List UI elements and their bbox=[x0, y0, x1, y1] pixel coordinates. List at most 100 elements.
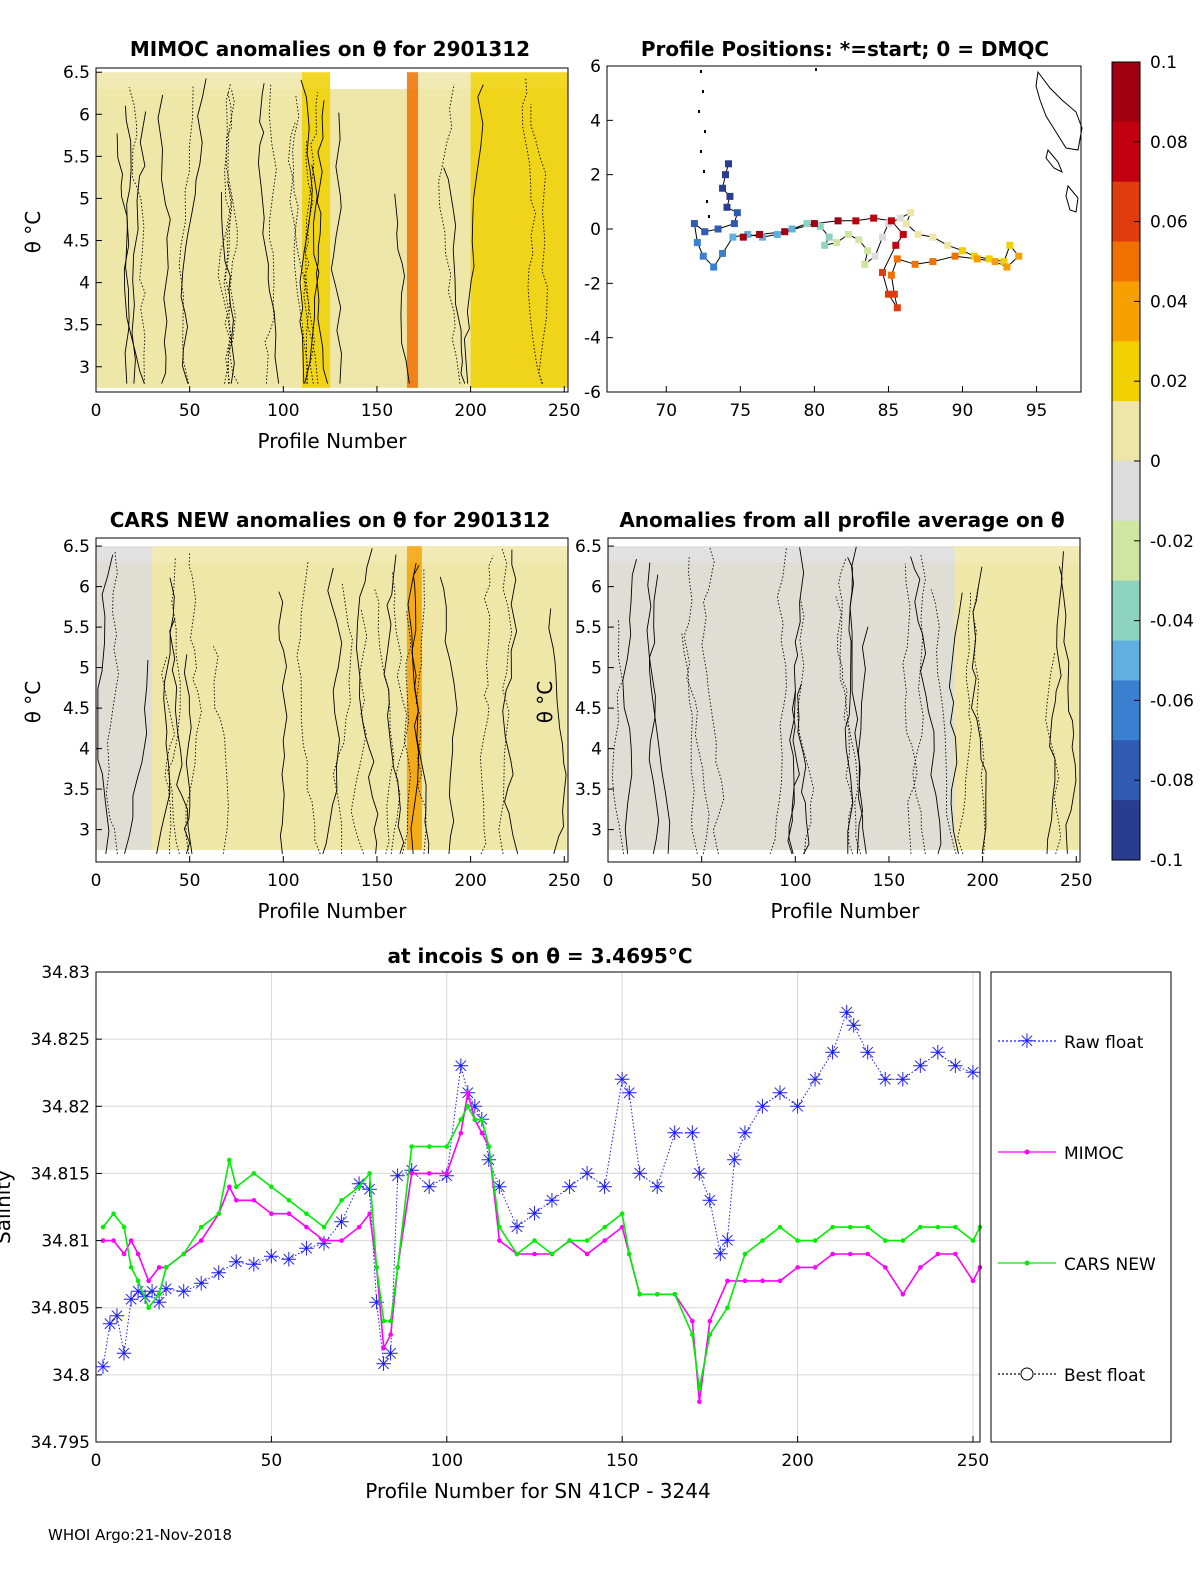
raw-float-point: ✳ bbox=[838, 1000, 855, 1024]
series-point-mimoc bbox=[227, 1184, 232, 1190]
legend-marker-star-icon: ✳ bbox=[1019, 1029, 1036, 1053]
cars-contour bbox=[161, 656, 176, 854]
colorbar-tick-label: 0.1 bbox=[1150, 53, 1177, 73]
series-point-mimoc bbox=[304, 1224, 309, 1230]
profile-position-marker bbox=[833, 239, 841, 247]
profile-position-marker bbox=[744, 230, 752, 238]
legend-frame bbox=[990, 971, 1172, 1443]
mimoc-ytick-label: 4.5 bbox=[63, 232, 90, 252]
allprof-ytick-label: 6 bbox=[591, 578, 602, 598]
profile-position-marker bbox=[690, 220, 698, 228]
series-point-cars-new bbox=[216, 1211, 222, 1217]
profile-position-marker bbox=[693, 239, 701, 247]
series-point-mimoc bbox=[918, 1265, 923, 1270]
colorbar: 0.1 0.08 0.06 0.04 0.02 0 -0.02 -0.04 -0.06 -0.08… bbox=[1111, 53, 1194, 871]
allprof-xlabel: Profile Number bbox=[771, 899, 921, 923]
series-point-mimoc bbox=[479, 1130, 485, 1136]
profile-position-marker bbox=[991, 258, 999, 266]
series-point-cars-new bbox=[251, 1171, 257, 1176]
cars-ylabel: θ °C bbox=[21, 681, 45, 724]
cars-contour bbox=[356, 548, 379, 854]
raw-float-point: ✳ bbox=[621, 1081, 638, 1105]
series-point-mimoc bbox=[128, 1238, 134, 1243]
colorbar-segment bbox=[1112, 161, 1140, 183]
profile-position-marker bbox=[929, 258, 937, 266]
profile-position-marker bbox=[821, 241, 829, 249]
series-point-cars-new bbox=[865, 1224, 871, 1230]
raw-float-point: ✳ bbox=[193, 1272, 210, 1296]
series-point-mimoc bbox=[234, 1197, 239, 1203]
cars-xtick-label: 0 bbox=[91, 871, 102, 891]
profile-position-marker bbox=[714, 225, 722, 233]
allprof-contour bbox=[769, 548, 787, 855]
colorbar-segment bbox=[1112, 321, 1140, 342]
series-point-cars-new bbox=[697, 1385, 702, 1391]
mimoc-title: MIMOC anomalies on θ for 2901312 bbox=[130, 37, 530, 61]
cars-axes bbox=[95, 537, 569, 863]
colorbar-segment bbox=[1112, 181, 1140, 203]
salinity-xtick-label: 0 bbox=[91, 1451, 102, 1471]
cars-ytick-label: 4.5 bbox=[63, 699, 90, 719]
cars-ytick-label: 5.5 bbox=[63, 618, 90, 638]
salinity-ytick-label: 34.825 bbox=[31, 1030, 90, 1050]
cars-contour bbox=[156, 577, 175, 854]
island-dot bbox=[708, 215, 710, 218]
raw-float-point: ✳ bbox=[316, 1231, 333, 1255]
cars-ytick-label: 3.5 bbox=[63, 780, 90, 800]
series-point-mimoc bbox=[111, 1238, 116, 1243]
series-point-cars-new bbox=[567, 1238, 572, 1243]
allprof-ylabel: θ °C bbox=[533, 681, 557, 724]
coastline bbox=[1065, 184, 1079, 213]
mimoc-xtick-label: 50 bbox=[179, 401, 201, 421]
profile-position-marker bbox=[844, 230, 852, 238]
series-point-mimoc bbox=[953, 1251, 958, 1257]
profile-position-marker bbox=[890, 290, 898, 298]
profile-position-marker bbox=[985, 255, 993, 263]
profile-position-marker bbox=[959, 247, 966, 255]
colorbar-segment bbox=[1112, 480, 1140, 502]
colorbar-tick-label: 0.08 bbox=[1150, 133, 1188, 153]
raw-float-point: ✳ bbox=[281, 1247, 298, 1271]
series-point-mimoc bbox=[321, 1238, 327, 1243]
profile-position-marker bbox=[887, 217, 895, 225]
cars-xtick-label: 250 bbox=[548, 871, 580, 891]
mimoc-ytick-label: 5 bbox=[79, 189, 90, 209]
cars-band bbox=[421, 546, 568, 850]
allprof-contour bbox=[788, 547, 805, 855]
series-point-cars-new bbox=[514, 1251, 520, 1257]
profile-position-marker bbox=[739, 233, 747, 241]
profile-position-marker bbox=[724, 160, 732, 168]
raw-float-point: ✳ bbox=[109, 1304, 126, 1328]
allprof-band bbox=[608, 546, 683, 850]
salinity-ytick-label: 34.805 bbox=[31, 1299, 90, 1319]
cars-band bbox=[96, 546, 153, 850]
colorbar-segment bbox=[1112, 820, 1140, 841]
raw-float-point: ✳ bbox=[421, 1175, 438, 1199]
series-point-mimoc bbox=[426, 1171, 432, 1176]
colorbar-segment bbox=[1112, 840, 1140, 861]
cars-contour bbox=[415, 568, 427, 854]
series-point-mimoc bbox=[795, 1265, 800, 1270]
allprof-xtick-label: 0 bbox=[603, 871, 614, 891]
series-point-cars-new bbox=[444, 1144, 450, 1149]
series-point-cars-new bbox=[497, 1224, 502, 1230]
positions-xtick-label: 70 bbox=[655, 401, 677, 421]
raw-float-point: ✳ bbox=[894, 1067, 911, 1091]
salinity-xtick-label: 200 bbox=[781, 1451, 813, 1471]
cars-anomaly-panel: CARS NEW anomalies on θ for 2901312 0 50 1… bbox=[21, 508, 580, 923]
mimoc-contour bbox=[131, 111, 147, 384]
salinity-panel: at incois S on θ = 3.4695°C ✳✳✳✳✳✳✳✳✳✳ ✳ ✳… bbox=[0, 944, 989, 1503]
profile-position-marker bbox=[871, 252, 879, 260]
allprof-ytick-label: 5.5 bbox=[575, 618, 602, 638]
colorbar-tick-label: 0.02 bbox=[1150, 372, 1188, 392]
series-point-cars-new bbox=[426, 1144, 432, 1149]
profile-position-marker bbox=[899, 230, 907, 238]
profile-position-marker bbox=[699, 252, 707, 260]
cars-xtick-label: 100 bbox=[267, 871, 299, 891]
profile-position-marker bbox=[719, 249, 727, 257]
series-point-mimoc bbox=[356, 1224, 362, 1230]
colorbar-segment bbox=[1112, 261, 1140, 282]
raw-float-point: ✳ bbox=[666, 1121, 683, 1145]
series-point-mimoc bbox=[812, 1265, 818, 1270]
series-point-cars-new bbox=[356, 1184, 362, 1190]
